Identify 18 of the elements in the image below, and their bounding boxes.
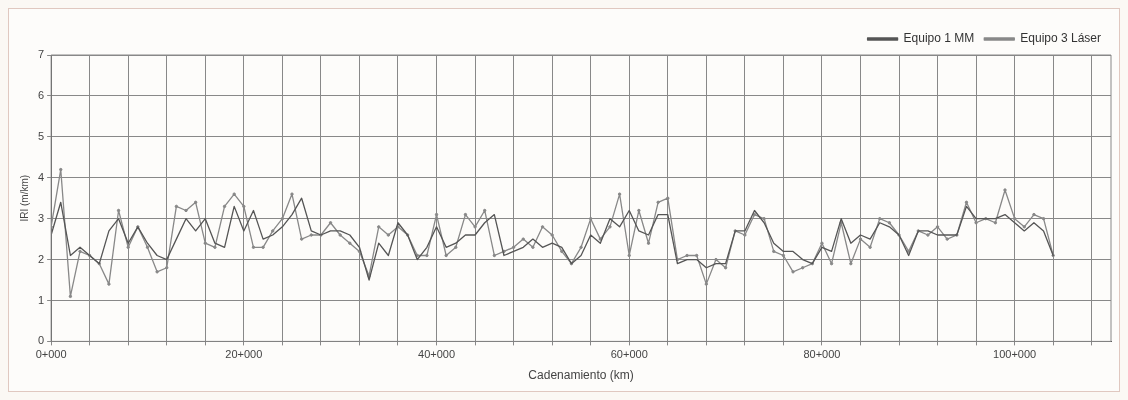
y-axis-title: IRI (m/km) [18, 174, 30, 222]
x-axis-title: Cadenamiento (km) [528, 368, 634, 383]
y-tick-label: 3 [37, 211, 45, 224]
y-tick-label: 1 [37, 293, 45, 306]
legend-label: Equipo 3 Láser [1020, 31, 1102, 46]
x-tick-label: 0+000 [35, 348, 67, 361]
x-tick-label: 80+000 [803, 348, 841, 361]
y-tick-label: 6 [37, 88, 45, 101]
x-tick-label: 60+000 [610, 348, 648, 361]
y-tick-label: 2 [37, 252, 45, 265]
y-tick-label: 0 [37, 334, 45, 347]
y-tick-label: 7 [37, 48, 45, 61]
x-tick-label: 100+000 [993, 348, 1037, 361]
y-tick-label: 4 [37, 170, 45, 183]
y-tick-label: 5 [37, 129, 45, 142]
x-tick-label: 20+000 [225, 348, 263, 361]
legend-label: Equipo 1 MM [903, 31, 975, 46]
x-tick-label: 40+000 [418, 348, 456, 361]
